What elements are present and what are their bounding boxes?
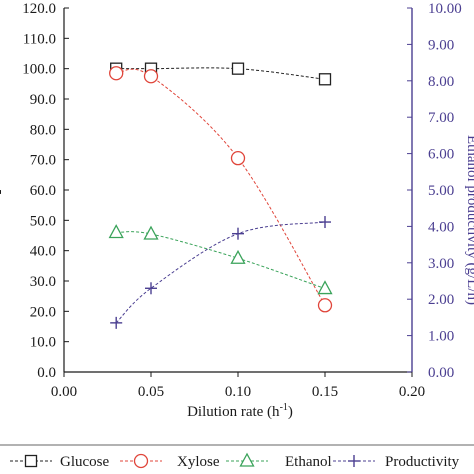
legend-xylose-marker xyxy=(133,453,149,469)
productivity-point xyxy=(232,227,244,240)
y-left-tick-label: 120.0 xyxy=(22,1,56,17)
legend-productivity-label: Productivity xyxy=(385,454,460,470)
y-left-tick-label: 40.0 xyxy=(30,244,56,260)
y-left-tick-label: 10.0 xyxy=(30,335,56,351)
y-right-tick-label: 9.00 xyxy=(428,37,454,53)
productivity-point xyxy=(319,216,331,229)
legend-glucose-label: Glucose xyxy=(60,454,109,470)
legend-ethanol-label: Ethanol xyxy=(285,454,332,470)
y-left-tick-label: 70.0 xyxy=(30,153,56,169)
y-left-tick-label: 20.0 xyxy=(30,304,56,320)
x-axis-label: Dilution rate (h-1) xyxy=(187,402,293,420)
y-right-tick-label: 8.00 xyxy=(428,74,454,90)
y-left-tick-label: 80.0 xyxy=(30,122,56,138)
ethanol-point xyxy=(317,280,333,295)
y-axis-left-label: - xyxy=(0,190,8,195)
xylose-line xyxy=(116,68,326,306)
y-left-tick-label: 110.0 xyxy=(23,31,56,47)
y-right-tick-label: 1.00 xyxy=(428,329,454,345)
x-tick-label: 0.15 xyxy=(312,384,338,400)
y-right-tick-label: 0.00 xyxy=(428,365,454,381)
y-left-tick-label: 90.0 xyxy=(30,92,56,108)
y-right-tick-label: 10.00 xyxy=(428,1,462,17)
x-tick-label: 0.05 xyxy=(138,384,164,400)
x-tick-label: 0.20 xyxy=(399,384,425,400)
y-left-tick-label: 0.0 xyxy=(37,365,56,381)
y-right-tick-label: 6.00 xyxy=(428,147,454,163)
xylose-point xyxy=(317,298,333,313)
legend-glucose-marker xyxy=(24,454,38,468)
legend-productivity-marker xyxy=(348,455,360,467)
legend-xylose-label: Xylose xyxy=(177,454,220,470)
glucose-point xyxy=(231,62,245,75)
legend-ethanol-marker xyxy=(239,452,255,467)
y-right-tick-label: 4.00 xyxy=(428,219,454,235)
productivity-point xyxy=(110,316,123,329)
y-axis-right-label: Ethanol productivity (g/L/h) xyxy=(464,135,474,305)
y-left-tick-label: 30.0 xyxy=(30,274,56,290)
y-left-tick-label: 100.0 xyxy=(22,62,56,78)
ethanol-point xyxy=(143,225,159,240)
y-right-tick-label: 7.00 xyxy=(428,110,454,126)
x-tick-label: 0.00 xyxy=(51,384,77,400)
productivity-point xyxy=(145,282,157,295)
legend-box xyxy=(0,444,474,474)
xylose-point xyxy=(143,69,159,84)
y-right-tick-label: 3.00 xyxy=(428,256,454,272)
y-left-tick-label: 50.0 xyxy=(30,213,56,229)
glucose-point xyxy=(318,73,332,86)
xylose-point xyxy=(230,150,246,166)
y-right-tick-label: 5.00 xyxy=(428,183,454,199)
x-tick-label: 0.10 xyxy=(225,384,251,400)
ethanol-point xyxy=(108,224,124,239)
ethanol-point xyxy=(230,249,246,264)
ethanol-line xyxy=(116,231,326,290)
legend: Glucose Xylose Ethanol Productivity xyxy=(0,444,474,474)
xylose-point xyxy=(109,66,124,81)
y-left-tick-label: 60.0 xyxy=(30,183,56,199)
y-right-tick-label: 2.00 xyxy=(428,292,454,308)
